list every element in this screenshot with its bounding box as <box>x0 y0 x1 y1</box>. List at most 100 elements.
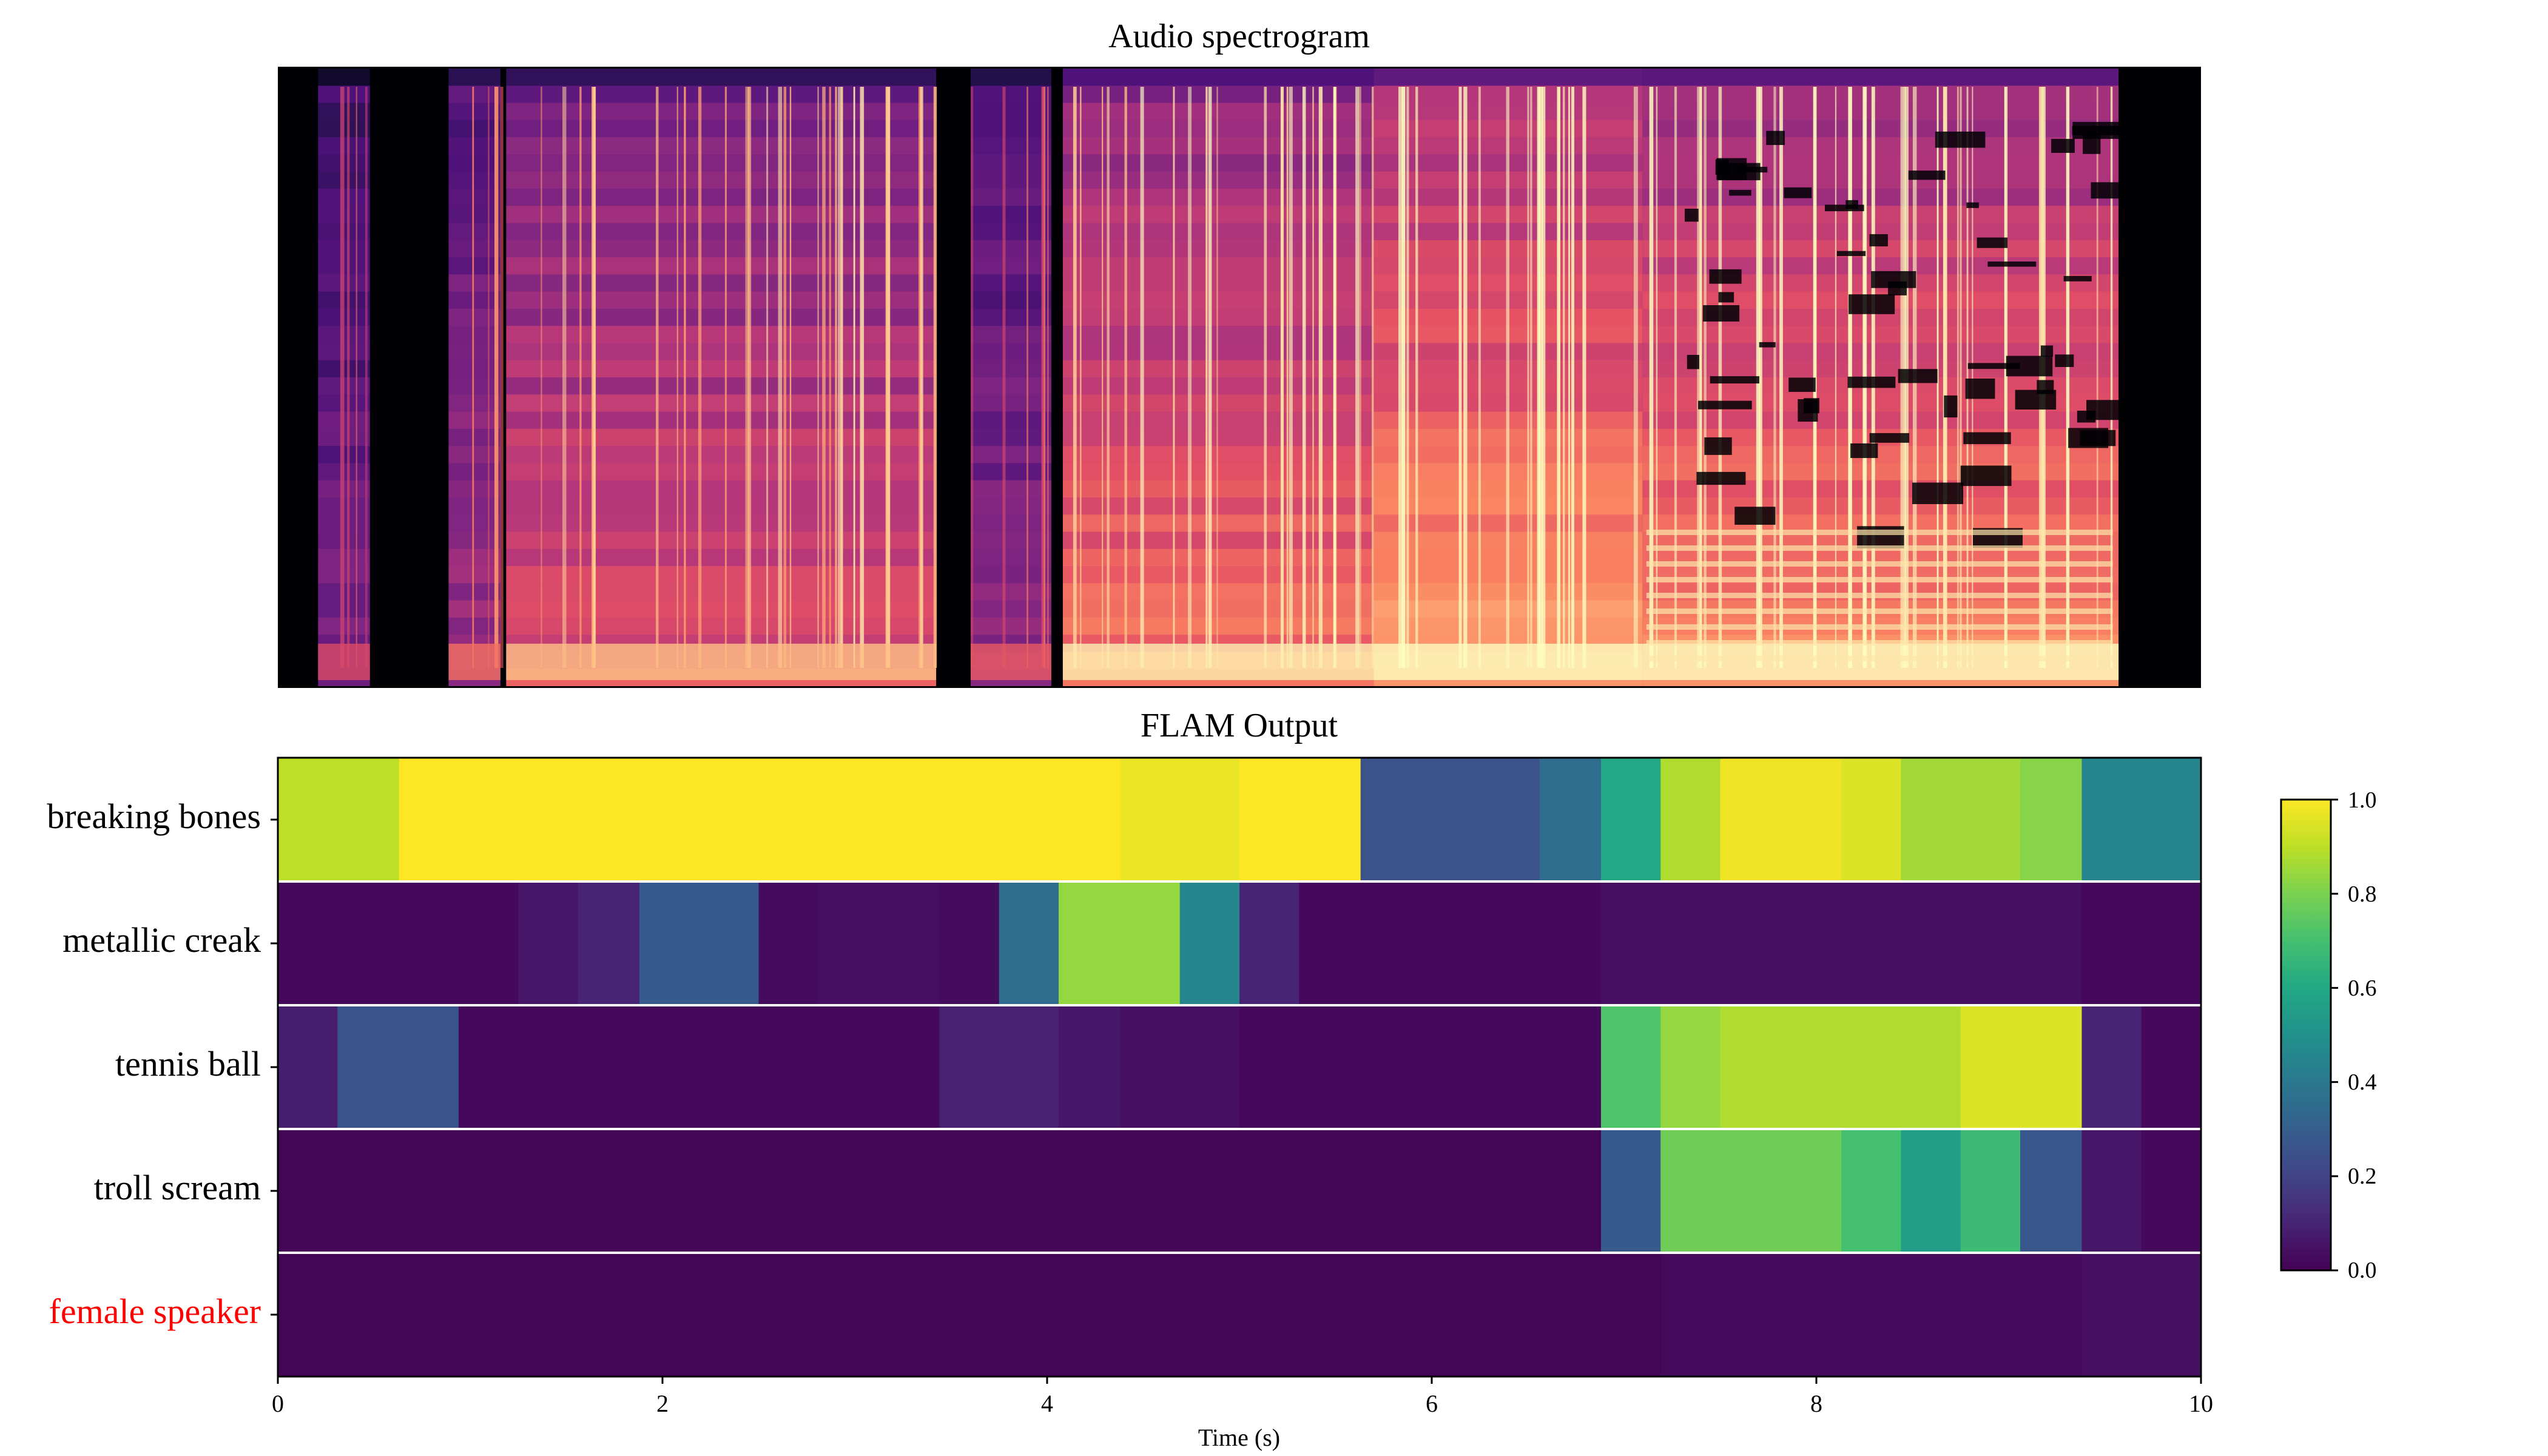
spectrogram-harmonic <box>1646 624 2113 630</box>
spectrogram-segment <box>448 69 504 686</box>
heatmap-cell <box>1720 758 1842 881</box>
colorbar-tick-label: 0.4 <box>2348 1070 2377 1095</box>
spectrogram-gap <box>1977 237 2008 248</box>
colorbar-tick-label: 0.6 <box>2348 976 2377 1001</box>
heatmap-cell <box>1239 881 1299 1005</box>
spectrogram-segment <box>506 69 937 686</box>
heatmap-cell <box>1120 1005 1240 1129</box>
spectrogram-gap <box>1710 376 1759 384</box>
heatmap-cell <box>2081 1129 2142 1253</box>
heatmap-cell <box>1841 1129 1902 1253</box>
heatmap-cell <box>1841 758 1902 881</box>
x-tick-label: 2 <box>656 1390 669 1417</box>
spectrogram-title: Audio spectrogram <box>1108 18 1370 55</box>
spectrogram-harmonic <box>1646 593 2113 598</box>
heatmap-cell <box>2141 1129 2202 1253</box>
spectrogram-gap <box>1687 354 1699 369</box>
spectrogram-harmonic <box>1646 545 2113 551</box>
spectrogram-gap <box>1784 187 1812 198</box>
spectrogram-harmonic <box>1646 656 2113 661</box>
spectrogram-harmonic <box>1646 640 2113 645</box>
spectrogram-gap <box>1847 376 1896 388</box>
spectrogram-gap <box>1788 377 1816 392</box>
heatmap-cell <box>2020 1129 2083 1253</box>
heatmap-cell <box>1901 758 2021 881</box>
spectrogram-gap <box>1963 432 2011 445</box>
chart-title: FLAM Output <box>1140 707 1338 744</box>
heatmap-cell <box>1960 1129 2021 1253</box>
spectrogram-harmonic <box>1646 577 2113 582</box>
spectrogram-harmonic <box>1646 530 2113 535</box>
spectrogram-gap <box>1698 400 1752 410</box>
spectrogram-image <box>278 67 2201 688</box>
spectrogram-gap <box>1869 234 1888 247</box>
x-tick-label: 0 <box>272 1390 284 1417</box>
heatmap-cell <box>2081 881 2202 1005</box>
heatmap-cell <box>399 758 1121 881</box>
heatmap-cell <box>2081 758 2202 881</box>
spectrogram-gap <box>1965 379 1995 399</box>
spectrogram-gap <box>1908 170 1946 180</box>
heatmap-cell <box>278 1005 338 1129</box>
spectrogram-gap <box>2068 428 2109 448</box>
spectrogram-gap <box>1987 261 2037 267</box>
heatmap-cell <box>1600 881 2083 1005</box>
colorbar-tick-label: 0.2 <box>2348 1164 2377 1189</box>
heatmap-cell <box>758 881 819 1005</box>
spectrogram-gap <box>1869 433 1910 443</box>
heatmap-cell <box>578 881 640 1005</box>
heatmap-cell <box>1539 758 1602 881</box>
spectrogram-segment <box>1373 69 1643 686</box>
heatmap-cell <box>1059 881 1181 1005</box>
x-axis-label: Time (s) <box>1198 1424 1281 1451</box>
spectrogram-gap <box>1836 251 1866 257</box>
x-tick-label: 8 <box>1810 1390 1822 1417</box>
spectrogram-gap <box>1759 342 1776 348</box>
spectrogram-gap <box>1849 294 1895 314</box>
heatmap-cell <box>1120 758 1240 881</box>
row-label-tennis-ball: tennis ball <box>115 1044 261 1084</box>
heatmap-cell <box>1660 1129 1842 1253</box>
row-label-troll-scream: troll scream <box>93 1168 261 1207</box>
heatmap-cell <box>1360 758 1540 881</box>
heatmap-cell <box>2020 758 2083 881</box>
x-tick-label: 10 <box>2189 1390 2213 1417</box>
heatmap-cell <box>2081 1005 2142 1129</box>
colorbar-tick-label: 0.0 <box>2348 1258 2377 1283</box>
heatmap-cell <box>1660 1253 2083 1377</box>
spectrogram-gap <box>1696 471 1746 485</box>
heatmap-cell <box>1299 881 1602 1005</box>
spectrogram-gap <box>1709 269 1742 284</box>
heatmap-cell <box>1600 1129 1661 1253</box>
spectrogram-gap <box>1912 482 1964 504</box>
spectrogram-gap <box>1967 363 2020 369</box>
heatmap-cell <box>2141 1005 2202 1129</box>
spectrogram-gap <box>1825 204 1864 212</box>
heatmap-cell <box>818 881 940 1005</box>
spectrogram-gap <box>2063 275 2092 281</box>
spectrogram-gap <box>2037 380 2054 394</box>
spectrogram-gap <box>1716 158 1747 180</box>
spectrogram-gap <box>1704 437 1732 455</box>
colorbar <box>2280 798 2332 1272</box>
colorbar-tick-label: 0.8 <box>2348 881 2377 907</box>
spectrogram-segment <box>1062 69 1375 686</box>
heatmap-cell <box>458 1005 940 1129</box>
spectrogram-gap <box>2086 400 2130 420</box>
heatmap-cell <box>278 758 400 881</box>
heatmap-cell <box>939 1005 1059 1129</box>
row-label-breaking-bones: breaking bones <box>47 797 261 836</box>
spectrogram-gap <box>1703 305 1740 322</box>
heatmap-cell <box>278 881 519 1005</box>
heatmap-cell <box>337 1005 459 1129</box>
heatmap-cell <box>1720 1005 1961 1129</box>
spectrogram-gap <box>1898 369 1938 383</box>
heatmap-cell <box>2081 1253 2202 1377</box>
heatmap-cell <box>1600 1005 1661 1129</box>
spectrogram-gap <box>2083 133 2101 154</box>
spectrogram-gap <box>2006 356 2053 377</box>
spectrogram-gap <box>2040 345 2054 357</box>
heatmap-cell <box>1660 758 1721 881</box>
spectrogram-gap <box>1718 292 1734 303</box>
